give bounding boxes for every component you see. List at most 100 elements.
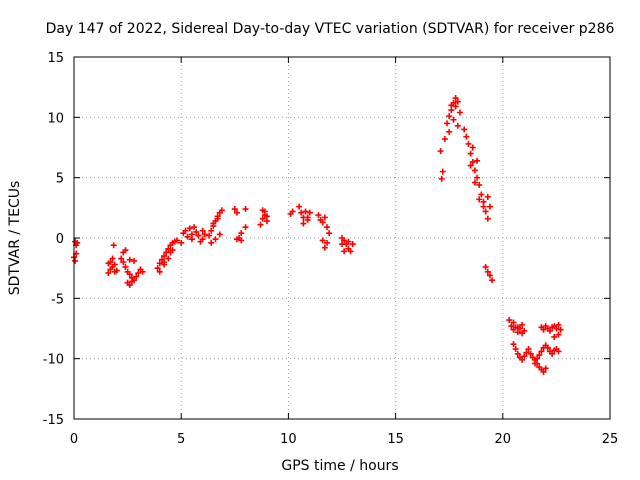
data-point bbox=[484, 268, 491, 275]
data-point bbox=[478, 191, 485, 198]
data-point bbox=[439, 168, 446, 175]
data-point bbox=[139, 268, 146, 275]
data-point bbox=[300, 220, 307, 227]
data-point bbox=[551, 333, 558, 340]
data-point bbox=[186, 225, 193, 232]
data-point bbox=[218, 207, 225, 214]
data-point bbox=[210, 220, 217, 227]
data-point bbox=[216, 231, 223, 238]
data-point bbox=[452, 103, 459, 110]
data-point bbox=[534, 355, 541, 362]
data-point bbox=[156, 260, 163, 267]
data-point bbox=[298, 209, 305, 216]
x-tick-label: 5 bbox=[177, 432, 185, 447]
data-point bbox=[555, 348, 562, 355]
data-point bbox=[454, 98, 461, 105]
data-point bbox=[126, 282, 133, 289]
data-point bbox=[199, 227, 206, 234]
y-axis-label: SDTVAR / TECUs bbox=[7, 181, 23, 296]
data-point bbox=[178, 239, 185, 246]
data-point bbox=[463, 133, 470, 140]
data-point bbox=[441, 136, 448, 143]
data-point bbox=[448, 102, 455, 109]
data-point bbox=[521, 353, 528, 360]
data-point bbox=[233, 236, 240, 243]
y-tick-label: 15 bbox=[47, 51, 64, 66]
data-point bbox=[201, 231, 208, 238]
data-point bbox=[323, 224, 330, 231]
y-tick-label: 0 bbox=[56, 232, 64, 247]
data-point bbox=[512, 346, 519, 353]
plot-frame bbox=[73, 56, 611, 420]
y-tick-label: 10 bbox=[47, 111, 64, 126]
data-point bbox=[555, 321, 562, 328]
data-point bbox=[446, 128, 453, 135]
data-point bbox=[437, 148, 444, 155]
data-point bbox=[188, 236, 195, 243]
data-point bbox=[484, 215, 491, 222]
data-point bbox=[525, 346, 532, 353]
data-point bbox=[514, 324, 521, 331]
data-point bbox=[456, 109, 463, 116]
data-point bbox=[438, 175, 445, 182]
data-point bbox=[339, 241, 345, 248]
data-point bbox=[510, 319, 517, 326]
y-tick-labels: -15 -10 -5 0 5 10 15 bbox=[43, 51, 64, 428]
data-point bbox=[480, 203, 487, 210]
data-point bbox=[107, 259, 114, 266]
data-point bbox=[184, 233, 191, 240]
x-tick-label: 0 bbox=[70, 432, 78, 447]
data-point bbox=[135, 269, 142, 276]
data-point bbox=[296, 203, 303, 210]
data-point bbox=[549, 350, 556, 357]
data-point bbox=[238, 237, 245, 244]
data-point bbox=[126, 271, 133, 278]
data-point bbox=[261, 212, 268, 219]
data-point bbox=[304, 216, 311, 223]
data-point bbox=[514, 350, 521, 357]
data-point bbox=[345, 238, 352, 245]
data-point bbox=[133, 273, 140, 280]
data-point bbox=[471, 167, 478, 174]
data-point bbox=[231, 206, 238, 213]
data-point bbox=[74, 239, 81, 246]
data-point bbox=[242, 224, 249, 231]
data-point bbox=[471, 179, 478, 186]
data-point bbox=[128, 278, 135, 285]
data-point bbox=[122, 247, 129, 254]
data-point bbox=[161, 253, 168, 260]
data-point bbox=[461, 126, 468, 133]
x-tick-label: 20 bbox=[495, 432, 512, 447]
data-point bbox=[454, 122, 461, 129]
data-point bbox=[161, 259, 168, 266]
data-point bbox=[540, 368, 547, 375]
y-tick-label: -10 bbox=[43, 353, 64, 368]
data-point bbox=[452, 95, 459, 102]
data-point bbox=[259, 215, 266, 222]
y-tick-label: 5 bbox=[56, 172, 64, 187]
data-point bbox=[446, 113, 453, 120]
data-point bbox=[326, 230, 333, 237]
data-point bbox=[531, 360, 538, 367]
data-point bbox=[257, 221, 264, 228]
data-point bbox=[521, 327, 528, 334]
data-points bbox=[71, 95, 564, 375]
data-point bbox=[167, 249, 174, 256]
data-point bbox=[110, 242, 117, 249]
data-point bbox=[131, 257, 138, 264]
data-point bbox=[109, 255, 116, 262]
data-point bbox=[242, 206, 249, 213]
data-point bbox=[557, 326, 564, 333]
data-point bbox=[111, 261, 118, 268]
data-point bbox=[212, 236, 219, 243]
data-point bbox=[315, 212, 322, 219]
data-point bbox=[553, 325, 560, 332]
data-point bbox=[508, 323, 515, 330]
data-point bbox=[540, 326, 547, 333]
x-tick-label: 25 bbox=[602, 432, 619, 447]
data-point bbox=[120, 259, 127, 266]
data-point bbox=[469, 144, 476, 151]
data-point bbox=[544, 344, 551, 351]
data-point bbox=[206, 232, 213, 239]
